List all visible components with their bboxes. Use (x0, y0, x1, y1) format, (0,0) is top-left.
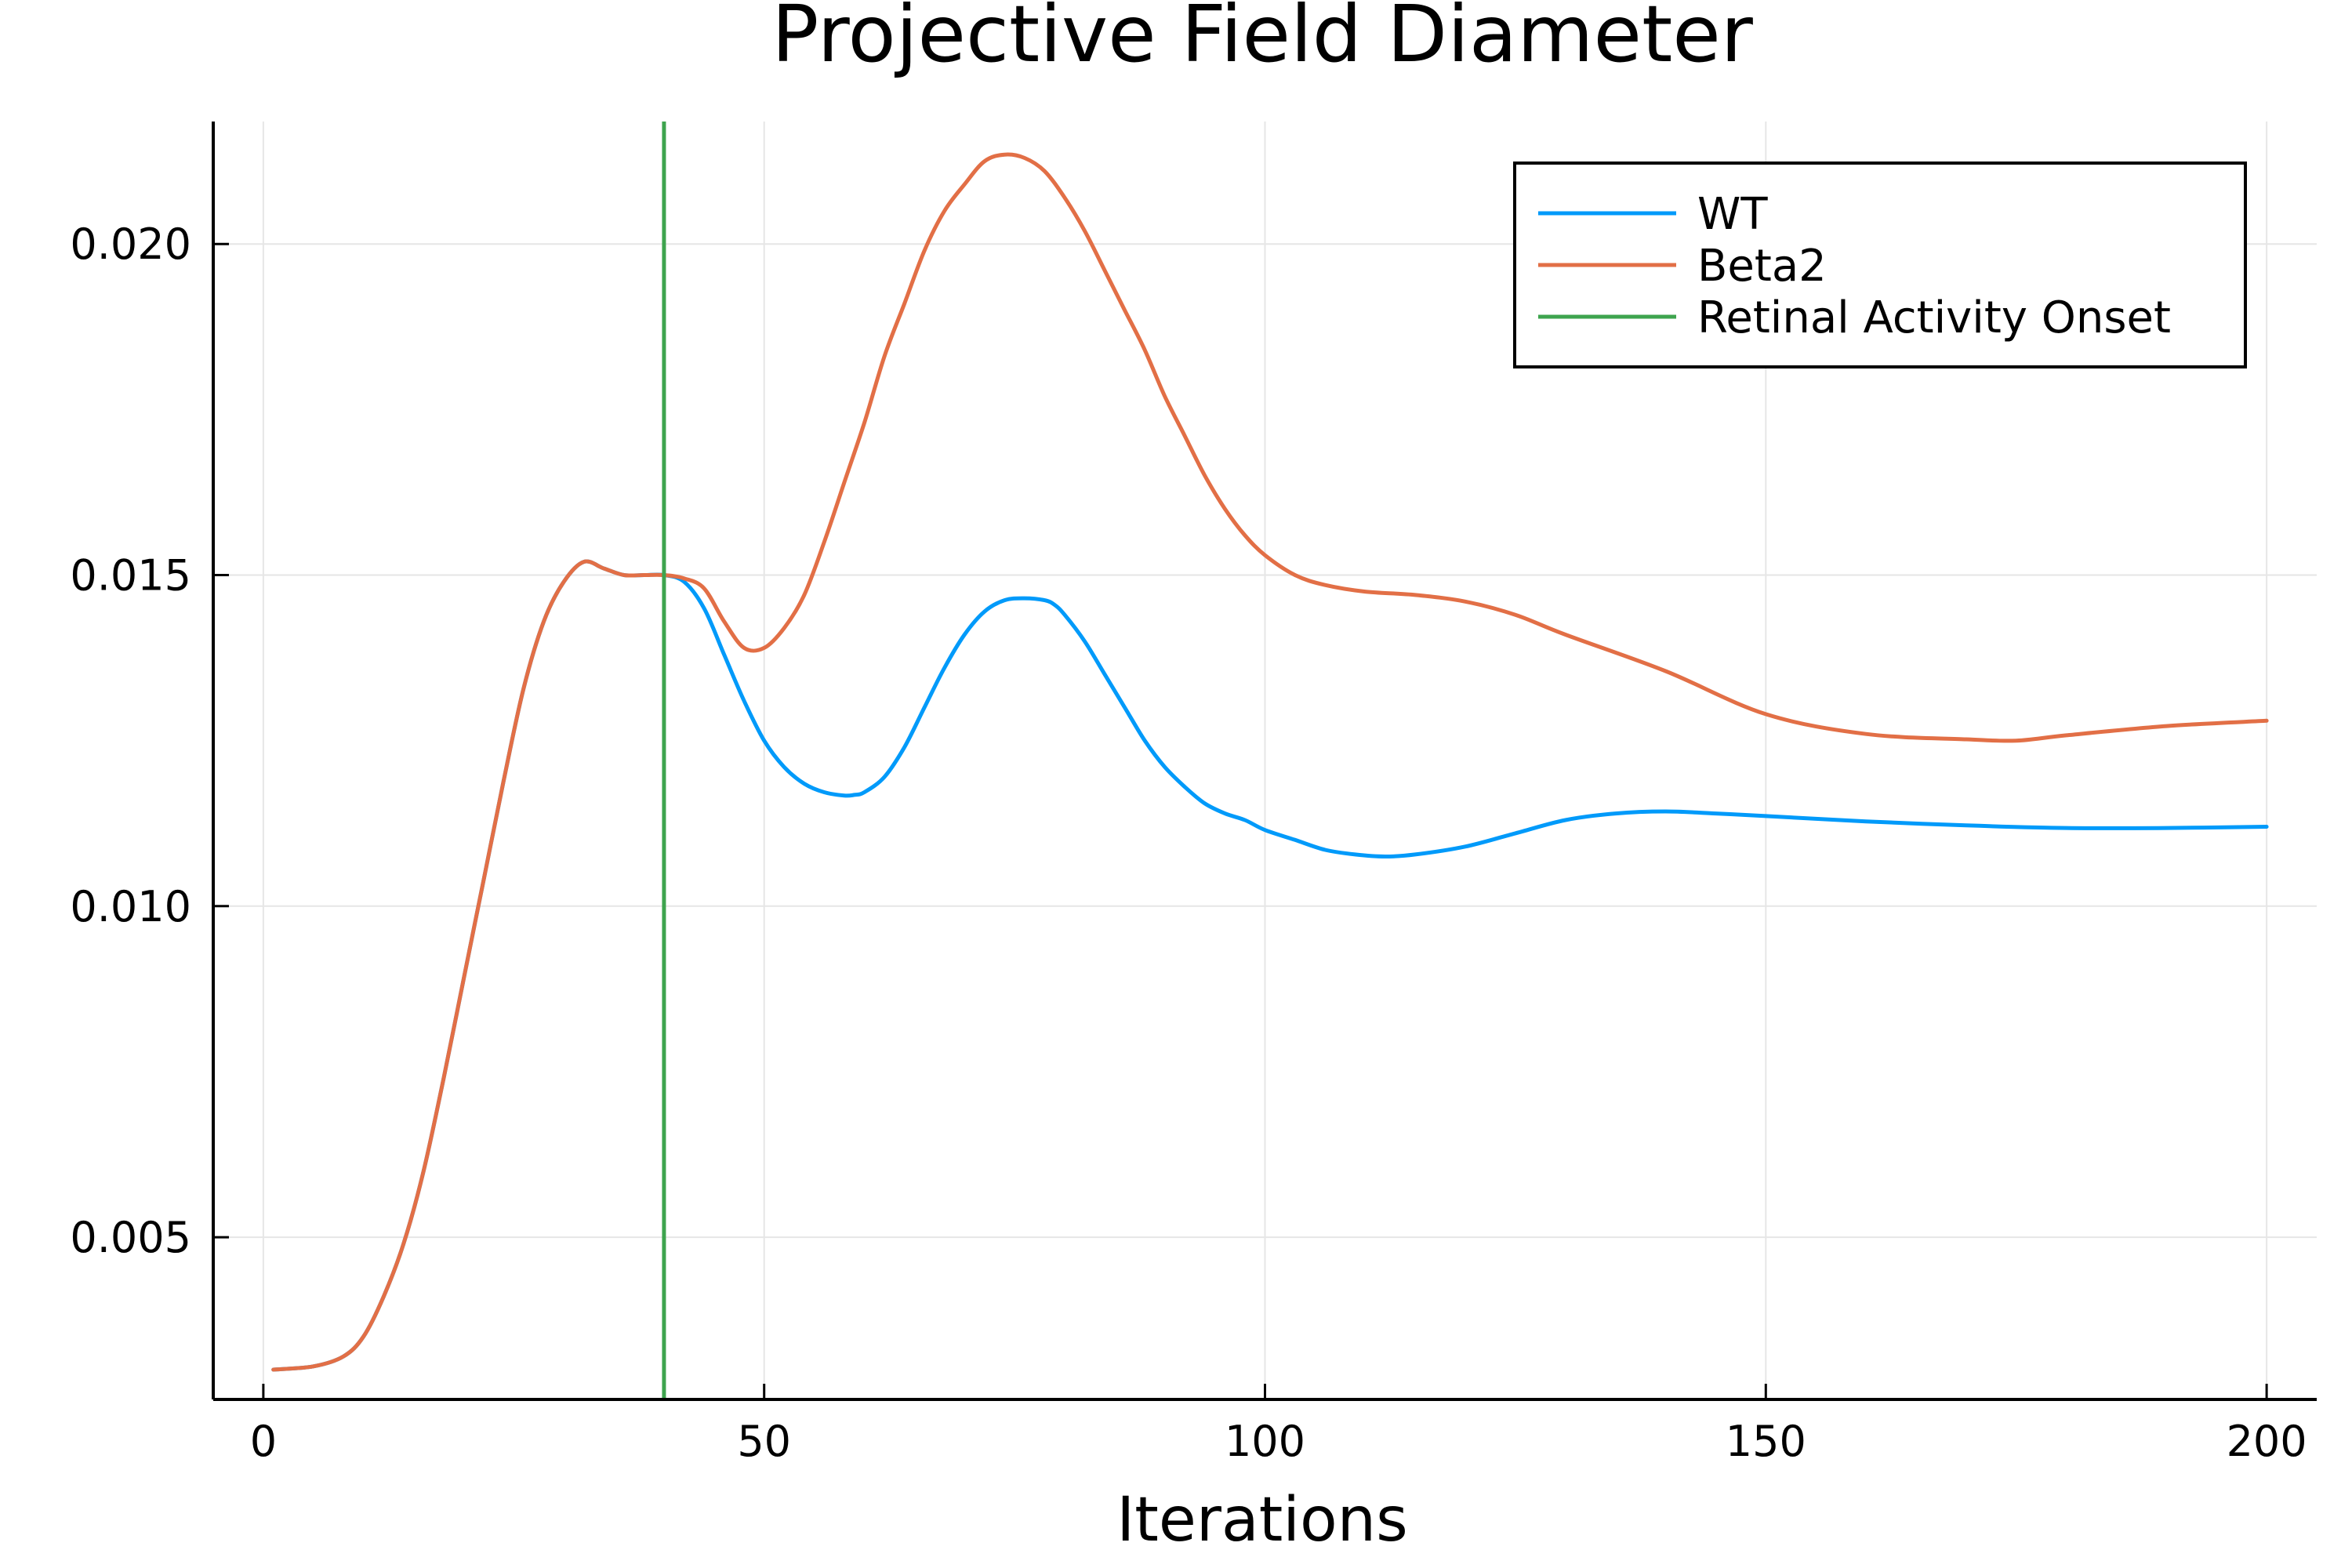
y-tick-label: 0.020 (70, 220, 191, 269)
x-tick-label: 100 (1225, 1417, 1305, 1466)
series-line-wt (271, 559, 2269, 1372)
ticks: 0 50 100 150 200 0.005 0.010 0.015 0.020 (70, 220, 2307, 1466)
x-axis-label: Iterations (1116, 1485, 1408, 1555)
series-line-beta2 (271, 152, 2269, 1372)
x-tick-label: 0 (250, 1417, 277, 1466)
x-tick-label: 50 (737, 1417, 791, 1466)
y-tick-label: 0.015 (70, 551, 191, 601)
chart-title: Projective Field Diameter (771, 0, 1754, 80)
legend-label-beta2: Beta2 (1697, 241, 1827, 292)
x-tick-label: 150 (1726, 1417, 1806, 1466)
y-tick-label: 0.005 (70, 1213, 191, 1262)
legend-label-wt: WT (1697, 189, 1768, 240)
series-layer (271, 122, 2269, 1399)
y-tick-label: 0.010 (70, 882, 191, 931)
legend: WT Beta2 Retinal Activity Onset (1513, 162, 2247, 368)
legend-label-onset: Retinal Activity Onset (1697, 292, 2171, 343)
x-tick-label: 200 (2227, 1417, 2307, 1466)
